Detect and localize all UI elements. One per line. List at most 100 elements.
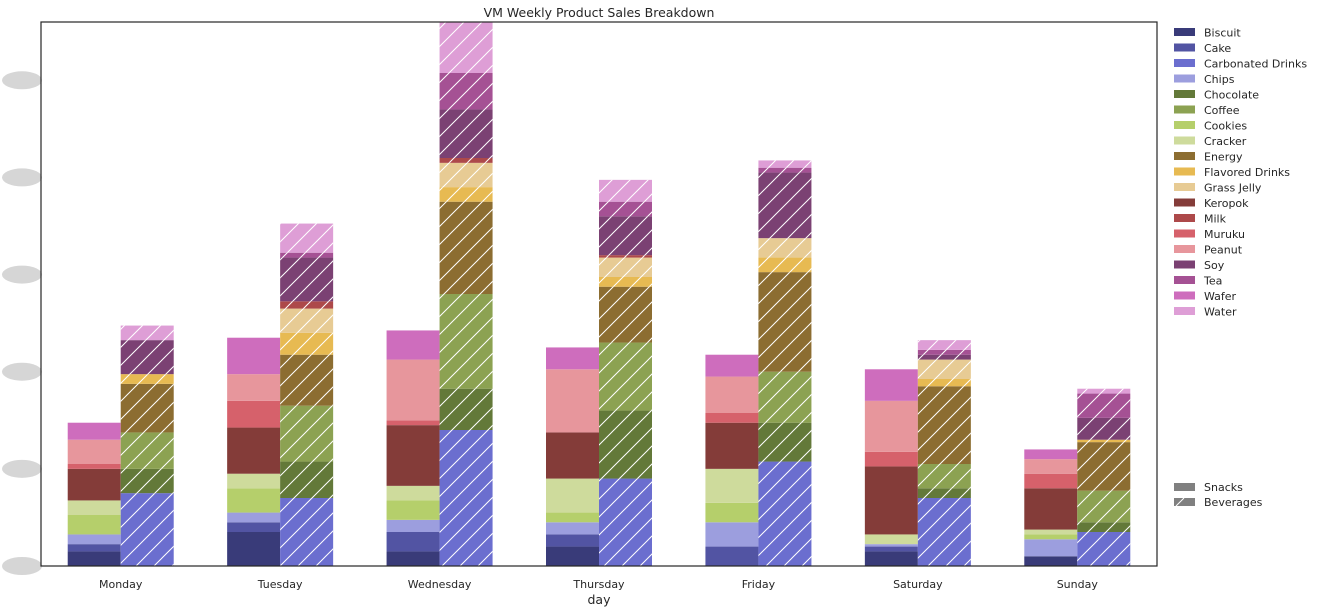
bar-hatch-overlay: [917, 359, 971, 379]
legend-swatch-group-beverages: [1174, 498, 1195, 506]
bar-peanut-friday: [705, 376, 759, 413]
legend-swatch-cake: [1174, 43, 1195, 52]
bar-muruku-wednesday: [386, 420, 440, 426]
bar-cookies-sunday: [1024, 534, 1078, 540]
bar-cake-wednesday: [386, 532, 440, 552]
bar-hatch-overlay: [758, 238, 812, 258]
bar-hatch-overlay: [1077, 393, 1131, 418]
bar-hatch-overlay: [599, 216, 652, 256]
bar-hatch-overlay: [280, 252, 334, 258]
legend-label-group-snacks: Snacks: [1204, 481, 1243, 494]
legend-label-cracker: Cracker: [1204, 135, 1247, 148]
bar-keropok-tuesday: [227, 427, 281, 474]
legend-label-muruku: Muruku: [1204, 228, 1245, 241]
bar-wafer-monday: [67, 422, 121, 440]
bar-hatch-overlay: [758, 167, 812, 173]
bar-hatch-overlay: [280, 257, 334, 302]
chart-title: VM Weekly Product Sales Breakdown: [484, 5, 715, 20]
legend-swatch-cracker: [1174, 136, 1195, 145]
y-tick-mark: [2, 71, 42, 90]
bar-peanut-tuesday: [227, 374, 281, 401]
bar-hatch-overlay: [917, 340, 971, 350]
bar-cake-thursday: [546, 534, 599, 547]
bar-keropok-thursday: [546, 432, 599, 479]
bars-layer: [67, 22, 1131, 566]
y-tick-mark: [2, 459, 42, 478]
bar-hatch-overlay: [917, 349, 971, 355]
bar-keropok-friday: [705, 422, 759, 469]
bar-hatch-overlay: [1077, 490, 1131, 523]
bar-keropok-saturday: [864, 466, 918, 535]
bar-muruku-friday: [705, 413, 759, 423]
bar-muruku-monday: [67, 464, 121, 469]
legend-swatch-energy: [1174, 152, 1195, 160]
bar-cracker-wednesday: [386, 485, 440, 501]
bar-hatch-overlay: [917, 488, 971, 498]
legend-swatch-keropok: [1174, 198, 1195, 207]
legend-swatch-wafer: [1174, 291, 1195, 300]
bar-wafer-friday: [705, 354, 759, 377]
bar-hatch-overlay: [120, 432, 174, 469]
legend-swatch-carbonated-drinks: [1174, 59, 1195, 67]
bar-cookies-tuesday: [227, 488, 281, 513]
bar-biscuit-saturday: [864, 551, 918, 566]
bar-hatch-overlay: [599, 410, 652, 479]
bar-chips-tuesday: [227, 512, 281, 523]
legend-swatch-cookies: [1174, 121, 1195, 129]
bar-wafer-sunday: [1024, 449, 1078, 460]
y-tick-marks: [2, 71, 42, 575]
bar-hatch-overlay: [599, 478, 652, 566]
bar-hatch-overlay: [1077, 532, 1131, 566]
bar-cookies-wednesday: [386, 500, 440, 520]
y-tick-mark: [2, 168, 42, 187]
bar-hatch-overlay: [439, 158, 493, 163]
legend-swatch-milk: [1174, 214, 1195, 222]
x-tick-label-monday: Monday: [99, 578, 143, 591]
bar-hatch-overlay: [439, 430, 493, 566]
bar-chips-friday: [705, 522, 759, 547]
y-tick-mark: [2, 557, 42, 575]
legend: Biscuit Cake Carbonated Drinks Chips Chocola…: [1174, 27, 1307, 509]
legend-label-biscuit: Biscuit: [1204, 27, 1241, 40]
legend-swatch-muruku: [1174, 229, 1195, 238]
bar-chips-saturday: [864, 544, 918, 547]
bar-wafer-wednesday: [386, 330, 440, 360]
legend-swatch-water: [1174, 307, 1195, 315]
bar-cookies-thursday: [546, 512, 599, 523]
bar-cookies-monday: [67, 515, 121, 535]
bar-hatch-overlay: [917, 354, 971, 360]
bar-hatch-overlay: [1077, 442, 1131, 491]
bar-hatch-overlay: [758, 461, 812, 566]
bar-hatch-overlay: [1077, 439, 1131, 443]
bar-cake-tuesday: [227, 522, 281, 532]
bar-biscuit-thursday: [546, 546, 599, 566]
bar-hatch-overlay: [439, 201, 493, 294]
bar-peanut-thursday: [546, 369, 599, 433]
bar-hatch-overlay: [599, 342, 652, 411]
bar-chips-thursday: [546, 522, 599, 535]
bar-hatch-overlay: [758, 422, 812, 462]
bar-hatch-overlay: [439, 388, 493, 430]
legend-label-chips: Chips: [1204, 73, 1235, 86]
bar-chips-monday: [67, 534, 121, 545]
bar-hatch-overlay: [758, 160, 812, 168]
legend-swatch-coffee: [1174, 105, 1195, 114]
bar-biscuit-tuesday: [227, 532, 281, 566]
bar-peanut-sunday: [1024, 459, 1078, 474]
bar-keropok-monday: [67, 468, 121, 501]
bar-muruku-tuesday: [227, 400, 281, 428]
legend-label-grass-jelly: Grass Jelly: [1204, 182, 1262, 195]
legend-swatch-soy: [1174, 260, 1195, 269]
legend-label-soy: Soy: [1204, 259, 1225, 272]
y-tick-mark: [2, 265, 42, 284]
legend-label-wafer: Wafer: [1204, 290, 1237, 303]
bar-hatch-overlay: [917, 386, 971, 464]
x-tick-label-thursday: Thursday: [572, 578, 625, 591]
legend-swatch-peanut: [1174, 245, 1195, 253]
legend-swatch-chocolate: [1174, 90, 1195, 98]
x-tick-label-sunday: Sunday: [1057, 578, 1099, 591]
bar-hatch-overlay: [758, 257, 812, 273]
x-tick-label-wednesday: Wednesday: [408, 578, 472, 591]
legend-swatch-flavored-drinks: [1174, 167, 1195, 176]
